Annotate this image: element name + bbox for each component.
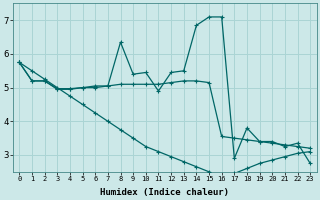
X-axis label: Humidex (Indice chaleur): Humidex (Indice chaleur) — [100, 188, 229, 197]
